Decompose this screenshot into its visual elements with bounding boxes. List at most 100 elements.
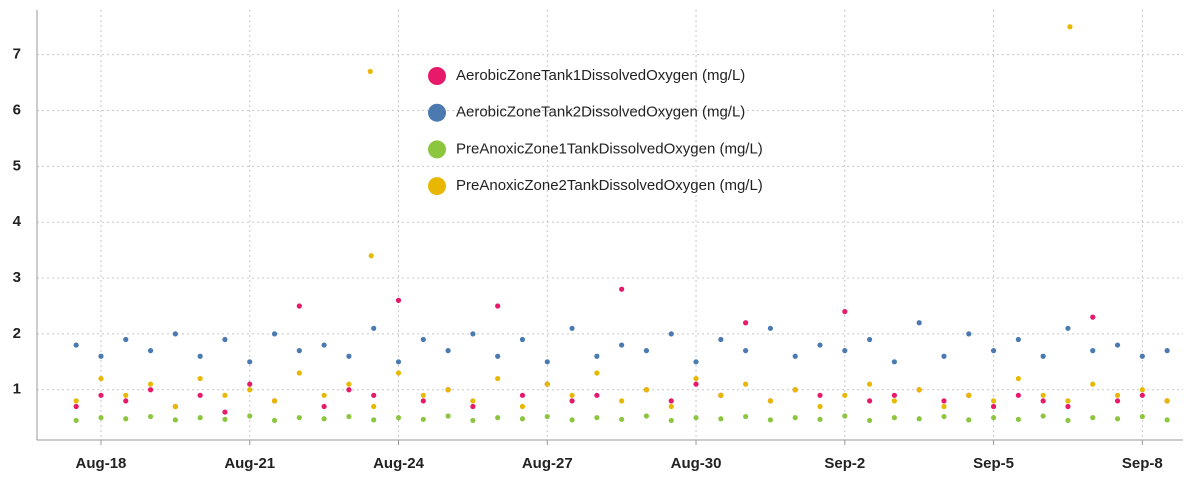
point	[668, 398, 674, 404]
point	[891, 392, 897, 398]
point	[123, 336, 129, 343]
point	[147, 348, 154, 354]
point	[495, 353, 501, 359]
point	[594, 370, 600, 376]
point	[197, 392, 203, 398]
point	[1065, 325, 1071, 331]
point	[866, 381, 873, 387]
point	[519, 416, 526, 422]
point	[966, 417, 972, 423]
point	[197, 353, 203, 359]
point	[916, 416, 922, 422]
point	[1164, 417, 1170, 423]
x-tick-label: Aug-27	[522, 455, 573, 472]
point	[519, 403, 526, 410]
point	[222, 416, 228, 422]
point	[197, 375, 203, 382]
point	[619, 398, 625, 404]
point	[792, 387, 798, 393]
y-tick-label: 2	[13, 325, 21, 342]
point	[368, 253, 374, 259]
point	[495, 415, 501, 421]
point	[619, 286, 625, 292]
point	[1164, 398, 1170, 404]
point	[321, 416, 327, 422]
point	[891, 359, 897, 365]
point	[197, 415, 203, 421]
point	[367, 68, 373, 75]
point	[1040, 353, 1046, 359]
point	[966, 331, 972, 337]
point	[395, 370, 402, 376]
point	[891, 398, 897, 404]
point	[73, 398, 79, 404]
point	[1015, 336, 1021, 343]
point	[569, 398, 575, 404]
point	[941, 413, 947, 420]
point	[147, 413, 154, 420]
point	[470, 398, 476, 404]
point	[172, 331, 178, 337]
point	[98, 415, 104, 421]
point	[544, 359, 550, 365]
point	[1090, 415, 1096, 421]
point	[271, 398, 278, 404]
point	[395, 297, 402, 303]
point	[123, 398, 129, 404]
point	[271, 331, 278, 337]
point	[247, 413, 253, 419]
point	[792, 415, 798, 421]
point	[371, 392, 377, 398]
legend-label: AerobicZoneTank2DissolvedOxygen (mg/L)	[456, 104, 745, 121]
point	[247, 381, 253, 387]
point	[346, 413, 352, 420]
point	[172, 417, 178, 423]
y-tick-label: 5	[13, 157, 21, 174]
point	[1114, 416, 1121, 422]
point	[271, 417, 278, 424]
point	[395, 359, 402, 365]
point	[147, 387, 154, 393]
point	[172, 403, 178, 410]
point	[222, 336, 228, 343]
point	[990, 403, 997, 410]
point	[594, 353, 600, 359]
point	[767, 398, 774, 404]
point	[1015, 375, 1021, 382]
point	[743, 320, 749, 326]
point	[569, 417, 575, 423]
point	[420, 336, 426, 343]
x-tick-label: Sep-8	[1122, 455, 1163, 472]
point	[718, 392, 724, 398]
point	[668, 403, 674, 410]
point	[1090, 348, 1096, 354]
point	[1114, 342, 1121, 348]
legend-swatch	[428, 177, 446, 196]
point	[743, 348, 749, 354]
point	[1015, 416, 1021, 422]
point	[916, 320, 922, 326]
point	[767, 417, 774, 423]
legend-swatch	[428, 140, 446, 159]
point	[1065, 398, 1071, 404]
point	[842, 392, 848, 398]
point	[296, 415, 302, 421]
legend-label: AerobicZoneTank1DissolvedOxygen (mg/L)	[456, 67, 745, 84]
x-tick-label: Sep-2	[824, 455, 865, 472]
point	[743, 381, 749, 387]
point	[519, 392, 526, 398]
point	[743, 413, 749, 420]
point	[817, 416, 823, 422]
point	[321, 392, 327, 398]
point	[891, 415, 897, 421]
legend-swatch	[428, 67, 446, 85]
y-tick-label: 1	[13, 381, 21, 398]
point	[495, 375, 501, 382]
legend-label: PreAnoxicZone2TankDissolvedOxygen (mg/L)	[456, 177, 763, 194]
x-tick-label: Aug-30	[671, 455, 722, 472]
point	[470, 331, 476, 337]
point	[470, 403, 476, 410]
point	[371, 403, 377, 410]
point	[1139, 387, 1145, 393]
